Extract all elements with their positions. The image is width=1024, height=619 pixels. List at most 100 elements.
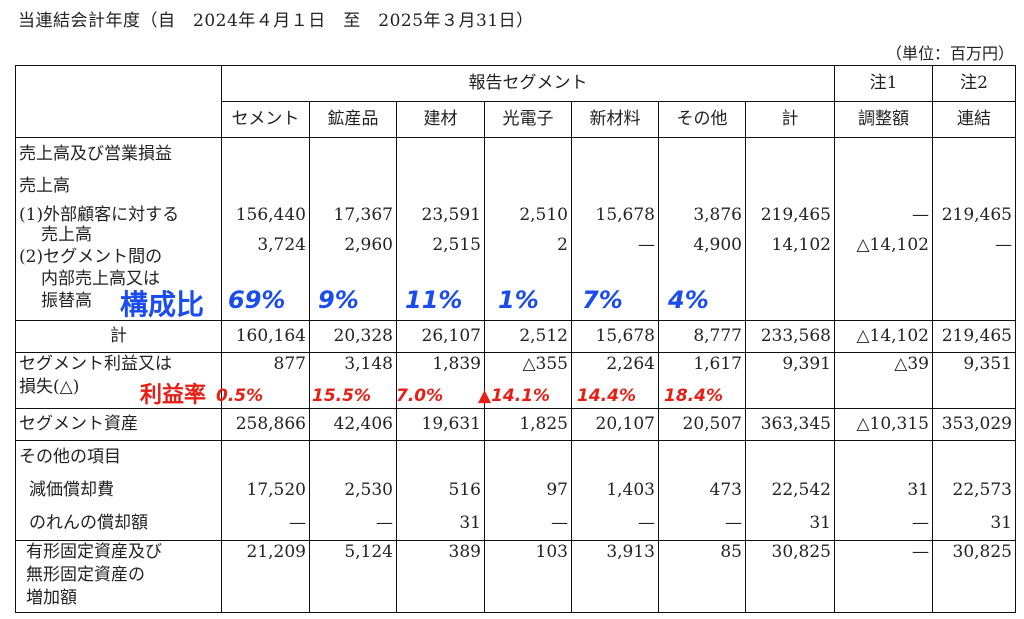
table-cell: 17,520 bbox=[246, 480, 306, 500]
intersegment-label: (2)セグメント間の bbox=[19, 247, 163, 267]
composition-annotation: 11% bbox=[405, 286, 463, 314]
table-row: 計 160,164 20,328 26,107 2,512 15,678 8,7… bbox=[15, 320, 1016, 353]
composition-annotation: 69% bbox=[228, 286, 286, 314]
table-cell: 3,876 bbox=[693, 205, 742, 225]
note2-header: 注2 bbox=[932, 65, 1016, 102]
table-cell: 30,825 bbox=[932, 540, 1016, 613]
intersegment-label-3: 振替高 bbox=[41, 291, 92, 311]
col-header: 鉱産品 bbox=[309, 101, 397, 138]
table-cell: 2,515 bbox=[432, 235, 481, 255]
table-cell: 473 bbox=[709, 480, 742, 500]
table-cell: △39 bbox=[834, 352, 933, 409]
table-cell: 31 bbox=[907, 480, 929, 500]
sales-label-cell: 売上高及び営業損益 売上高 (1)外部顧客に対する 売上高 (2)セグメント間の… bbox=[15, 137, 222, 321]
total-label: 計 bbox=[15, 320, 222, 353]
table-cell: 3,913 bbox=[571, 540, 659, 613]
table-cell: 156,440 bbox=[235, 205, 306, 225]
table-cell: — bbox=[551, 513, 568, 533]
other-heading: その他の項目 bbox=[19, 447, 121, 467]
table-cell: 14,102 bbox=[771, 235, 831, 255]
table-cell: 2,960 bbox=[344, 235, 393, 255]
sales-heading: 売上高 bbox=[19, 176, 70, 196]
capex-label-cell: 有形固定資産及び 無形固定資産の 増加額 bbox=[15, 540, 222, 613]
margin-annotation: ▲14.1% bbox=[478, 386, 551, 406]
col-header: 連結 bbox=[932, 101, 1016, 138]
segment-table: 報告セグメント 注1 注2 セメント 鉱産品 建材 光電子 新材料 その他 計 … bbox=[15, 65, 1016, 613]
table-cell: 26,107 bbox=[396, 320, 485, 353]
table-cell: 31 bbox=[809, 513, 831, 533]
table-cell: 15,678 bbox=[571, 320, 659, 353]
table-cell: — bbox=[912, 513, 929, 533]
table-cell: 3,724 bbox=[257, 235, 306, 255]
table-cell: — bbox=[912, 205, 929, 225]
composition-annotation-label: 構成比 bbox=[120, 288, 205, 321]
col-header: 調整額 bbox=[834, 101, 933, 138]
table-cell: 2,530 bbox=[344, 480, 393, 500]
segment-group-header: 報告セグメント bbox=[221, 65, 835, 102]
margin-annotation-label: 利益率 bbox=[140, 383, 207, 408]
composition-annotation: 4% bbox=[668, 286, 709, 314]
table-cell: 19,631 bbox=[396, 408, 485, 441]
col-header: その他 bbox=[658, 101, 746, 138]
table-cell: — bbox=[834, 540, 933, 613]
table-cell: 160,164 bbox=[221, 320, 310, 353]
table-cell: 258,866 bbox=[221, 408, 310, 441]
other-label-cell: その他の項目 減価償却費 のれんの償却額 bbox=[15, 440, 222, 541]
assets-label: セグメント資産 bbox=[15, 408, 222, 441]
table-cell: △14,102 bbox=[856, 235, 929, 255]
table-cell: 1,617 bbox=[658, 352, 746, 409]
table-cell: — bbox=[725, 513, 742, 533]
table-cell: △10,315 bbox=[834, 408, 933, 441]
external-label-2: 売上高 bbox=[41, 225, 92, 245]
profit-label-2: 損失(△) bbox=[19, 377, 80, 397]
table-cell: 219,465 bbox=[941, 205, 1012, 225]
profit-label: セグメント利益又は bbox=[19, 354, 172, 374]
table-cell: 389 bbox=[396, 540, 485, 613]
table-cell: △355 bbox=[484, 352, 572, 409]
period-title: 当連結会計年度（自 2024年４月１日 至 2025年３月31日） bbox=[18, 11, 534, 31]
table-cell: — bbox=[638, 235, 655, 255]
table-cell: — bbox=[995, 235, 1012, 255]
header-blank-cell bbox=[15, 65, 222, 138]
table-cell: 30,825 bbox=[745, 540, 835, 613]
table-row: セグメント資産 258,866 42,406 19,631 1,825 20,1… bbox=[15, 408, 1016, 441]
table-cell: 219,465 bbox=[760, 205, 831, 225]
table-cell: 20,107 bbox=[571, 408, 659, 441]
table-cell: 4,900 bbox=[693, 235, 742, 255]
col-header: 計 bbox=[745, 101, 835, 138]
table-cell: 85 bbox=[658, 540, 746, 613]
note1-header: 注1 bbox=[834, 65, 933, 102]
table-cell: 1,825 bbox=[484, 408, 572, 441]
table-cell: 233,568 bbox=[745, 320, 835, 353]
table-cell: 23,591 bbox=[421, 205, 481, 225]
col-header: 光電子 bbox=[484, 101, 572, 138]
margin-annotation: 18.4% bbox=[664, 386, 723, 406]
table-cell: 8,777 bbox=[658, 320, 746, 353]
table-cell: 22,573 bbox=[952, 480, 1012, 500]
table-row: その他の項目 減価償却費 のれんの償却額 17,520 — 2,530 — 516 3… bbox=[15, 440, 1016, 541]
table-cell: 20,507 bbox=[658, 408, 746, 441]
col-header: セメント bbox=[221, 101, 310, 138]
capex-label-2: 無形固定資産の bbox=[26, 565, 145, 585]
table-row: 有形固定資産及び 無形固定資産の 増加額 21,209 5,124 389 10… bbox=[15, 540, 1016, 613]
table-cell: 5,124 bbox=[309, 540, 397, 613]
intersegment-label-2: 内部売上高又は bbox=[41, 269, 160, 289]
table-cell: — bbox=[289, 513, 306, 533]
table-row: 売上高及び営業損益 売上高 (1)外部顧客に対する 売上高 (2)セグメント間の… bbox=[15, 137, 1016, 321]
table-cell: 516 bbox=[448, 480, 481, 500]
table-cell: 9,391 bbox=[745, 352, 835, 409]
table-cell: 2 bbox=[557, 235, 568, 255]
capex-label-3: 増加額 bbox=[26, 588, 77, 608]
composition-annotation: 7% bbox=[582, 286, 623, 314]
table-cell: 2,512 bbox=[484, 320, 572, 353]
depreciation-label: 減価償却費 bbox=[29, 480, 114, 500]
table-cell: 31 bbox=[990, 513, 1012, 533]
table-cell: 97 bbox=[546, 480, 568, 500]
table-cell: 353,029 bbox=[932, 408, 1016, 441]
sales-title: 売上高及び営業損益 bbox=[19, 144, 172, 164]
col-header: 建材 bbox=[396, 101, 485, 138]
col-header: 新材料 bbox=[571, 101, 659, 138]
composition-annotation: 9% bbox=[318, 286, 359, 314]
table-cell: 2,264 bbox=[571, 352, 659, 409]
table-cell: — bbox=[638, 513, 655, 533]
